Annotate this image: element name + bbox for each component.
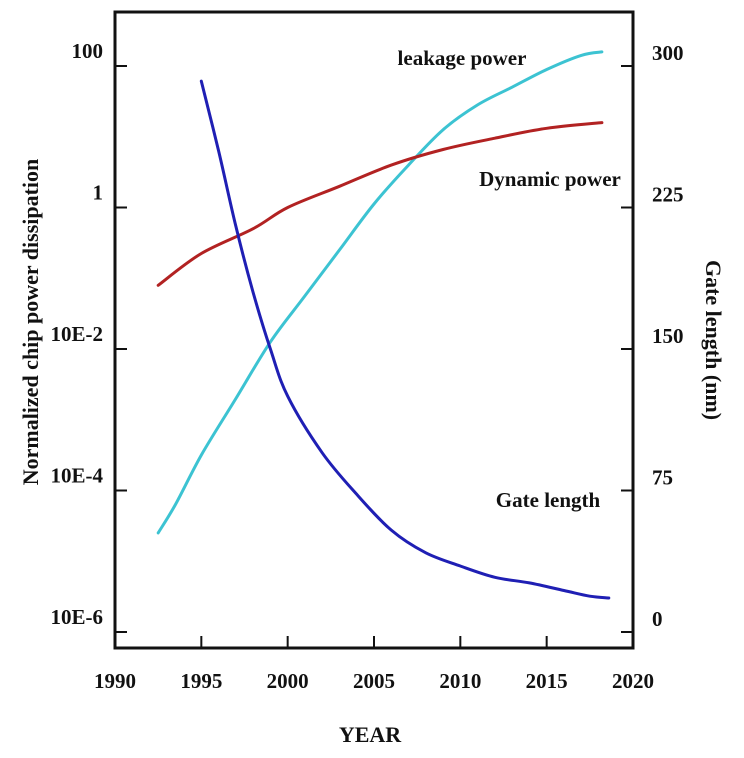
series-lines [156, 50, 611, 600]
series-line-dynamic-power [156, 121, 604, 287]
x-axis-ticks: 1990 1995 2000 2005 2010 2015 2020 [94, 636, 654, 693]
y2-tick-label: 150 [652, 324, 684, 348]
y-axis-title: Normalized chip power dissipation [18, 159, 43, 486]
x-tick-label: 2010 [439, 669, 481, 693]
y2-axis-ticks: 300 225 150 75 0 [621, 41, 684, 633]
annotation-leakage-power: leakage power [398, 46, 527, 70]
y-tick-label: 100 [72, 39, 104, 63]
y2-tick-label: 300 [652, 41, 684, 65]
y2-tick-label: 225 [652, 183, 684, 207]
y-tick-label: 10E-4 [51, 464, 104, 488]
x-tick-label: 1995 [180, 669, 222, 693]
annotation-gate-length: Gate length [496, 488, 601, 512]
series-line-gate-length [199, 79, 611, 600]
y-tick-label: 1 [93, 181, 104, 205]
y2-axis-title: Gate length (nm) [701, 260, 726, 420]
series-line-leakage-power [156, 50, 604, 535]
y-tick-label: 10E-2 [51, 322, 104, 346]
x-tick-label: 1990 [94, 669, 136, 693]
x-tick-label: 2005 [353, 669, 395, 693]
plot-frame [113, 10, 635, 650]
y-tick-label: 10E-6 [51, 605, 104, 629]
x-tick-label: 2000 [267, 669, 309, 693]
x-axis-title: YEAR [339, 722, 402, 747]
x-tick-label: 2015 [526, 669, 568, 693]
y-axis-ticks: 100 1 10E-2 10E-4 10E-6 [51, 39, 127, 633]
x-tick-label: 2020 [612, 669, 654, 693]
y2-tick-label: 75 [652, 466, 673, 490]
y2-tick-label: 0 [652, 607, 663, 631]
annotation-dynamic-power: Dynamic power [479, 167, 621, 191]
